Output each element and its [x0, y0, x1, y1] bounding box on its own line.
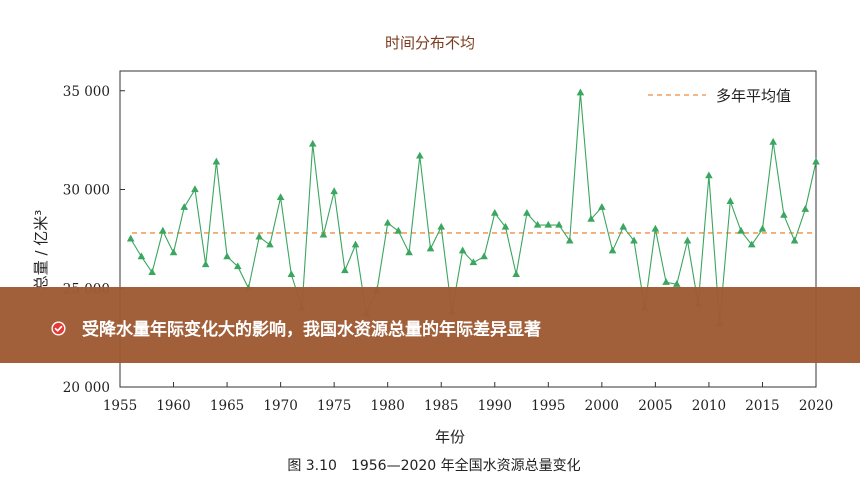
data-point-2018 — [790, 236, 799, 244]
x-tick-label: 1960 — [156, 398, 190, 414]
x-tick-label: 1965 — [210, 398, 244, 414]
data-point-2013 — [737, 226, 745, 234]
data-point-1998 — [576, 88, 585, 96]
data-point-1965 — [223, 252, 231, 260]
data-point-1964 — [212, 157, 221, 165]
data-point-2006 — [662, 278, 670, 285]
data-point-1996 — [555, 220, 563, 228]
data-point-2014 — [747, 240, 756, 248]
x-tick-label: 2000 — [585, 398, 619, 414]
data-point-1991 — [501, 222, 510, 230]
data-point-2016 — [769, 137, 777, 145]
data-point-2002 — [619, 222, 628, 230]
x-tick-label: 1995 — [531, 398, 565, 414]
x-tick-label: 2015 — [745, 398, 779, 414]
data-point-2008 — [683, 236, 692, 244]
data-point-1958 — [148, 268, 156, 276]
data-point-1993 — [523, 209, 531, 216]
plot-frame — [119, 70, 817, 388]
data-point-1962 — [191, 185, 199, 193]
x-tick-label: 1990 — [478, 398, 512, 414]
data-point-1971 — [287, 270, 296, 278]
data-point-1999 — [587, 214, 595, 222]
x-tick-label: 1980 — [371, 398, 405, 414]
data-point-1961 — [180, 203, 189, 210]
data-point-1989 — [480, 252, 488, 260]
data-point-1976 — [341, 266, 349, 274]
data-point-1957 — [137, 252, 146, 260]
data-point-2007 — [673, 280, 681, 287]
section-heading: 时间分布不均 — [384, 34, 475, 52]
data-point-1970 — [276, 193, 285, 200]
data-point-2010 — [705, 171, 713, 179]
x-tick-label: 1985 — [424, 398, 458, 414]
data-point-1974 — [319, 230, 328, 238]
x-axis-label: 年份 — [435, 428, 465, 446]
data-point-1980 — [383, 218, 392, 226]
x-tick-label: 1975 — [317, 398, 351, 414]
x-tick-label: 2010 — [692, 398, 726, 414]
data-point-1983 — [416, 151, 424, 159]
data-point-1987 — [458, 246, 467, 254]
data-point-2012 — [726, 197, 735, 204]
x-tick-label: 2020 — [799, 398, 833, 414]
data-point-1995 — [544, 220, 553, 228]
data-point-2017 — [780, 210, 788, 218]
data-point-2005 — [651, 224, 660, 232]
data-point-2003 — [630, 236, 638, 244]
y-tick-label: 20 000 — [63, 380, 110, 396]
data-point-1994 — [533, 220, 542, 228]
legend: 多年平均值 — [648, 87, 791, 105]
data-point-1997 — [565, 236, 574, 244]
data-point-1988 — [469, 258, 478, 266]
data-point-1982 — [405, 248, 413, 256]
data-point-1977 — [351, 240, 360, 248]
data-point-1985 — [437, 222, 446, 230]
data-point-1992 — [512, 270, 520, 278]
data-point-1959 — [159, 226, 167, 234]
data-point-1956 — [126, 234, 135, 242]
data-point-2019 — [801, 205, 810, 212]
figure-caption: 图 3.10 1956—2020 年全国水资源总量变化 — [287, 457, 580, 474]
data-point-1968 — [255, 232, 263, 240]
axes: 1955 1960 1965 1970 1975 1980 1985 1990 1995 2000… — [63, 70, 833, 414]
legend-label-average: 多年平均值 — [716, 87, 791, 105]
axis-labels: 年份 总量 / 亿米³ 图 3.10 1956—2020 年全国水资源总量变化 — [32, 210, 581, 474]
data-point-2000 — [598, 203, 606, 210]
y-axis-label: 总量 / 亿米³ — [32, 210, 50, 291]
data-point-1981 — [394, 226, 403, 234]
data-point-1963 — [201, 260, 210, 268]
data-point-1984 — [426, 244, 435, 252]
y-tick-label: 30 000 — [63, 183, 110, 199]
data-point-2001 — [608, 246, 617, 254]
data-point-1960 — [169, 248, 178, 256]
data-point-1973 — [308, 139, 317, 147]
data-point-2020 — [812, 157, 820, 165]
y-tick-label: 35 000 — [63, 84, 110, 100]
banner-text: 受降水量年际变化大的影响，我国水资源总量的年际差异显著 — [82, 320, 541, 340]
check-circle-icon — [51, 321, 66, 336]
data-point-2015 — [758, 224, 767, 232]
x-tick-label: 1970 — [263, 398, 297, 414]
banner — [0, 287, 860, 363]
data-point-1969 — [266, 240, 274, 248]
data-point-1990 — [490, 209, 499, 216]
x-tick-label: 1955 — [103, 398, 137, 414]
x-tick-label: 2005 — [638, 398, 672, 414]
data-point-1975 — [330, 187, 338, 195]
data-point-1966 — [233, 262, 242, 270]
